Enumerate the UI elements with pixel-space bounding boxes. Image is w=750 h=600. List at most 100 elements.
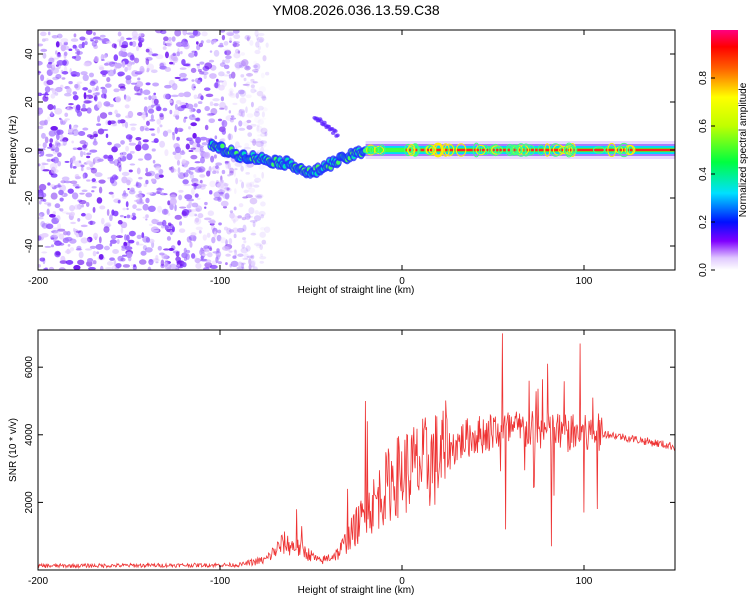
noise-speck (145, 167, 149, 173)
noise-speck (155, 254, 159, 261)
noise-speck (172, 56, 179, 63)
noise-speck (91, 41, 98, 47)
noise-speck (58, 242, 65, 246)
noise-speck (133, 57, 140, 64)
noise-speck (164, 149, 169, 157)
noise-speck (245, 72, 254, 77)
noise-speck (38, 264, 41, 268)
noise-speck (136, 70, 144, 74)
noise-speck (243, 77, 247, 82)
noise-speck (253, 63, 261, 71)
noise-speck (232, 102, 238, 106)
noise-speck (146, 63, 155, 71)
noise-speck (159, 114, 165, 121)
noise-speck (40, 232, 49, 238)
noise-speck (79, 192, 85, 195)
noise-speck (253, 184, 260, 188)
noise-speck (217, 261, 222, 265)
noise-speck (83, 72, 87, 77)
noise-speck (60, 118, 64, 125)
noise-speck (66, 87, 72, 95)
noise-speck (106, 208, 110, 216)
noise-speck (174, 214, 182, 220)
noise-speck (248, 207, 255, 215)
noise-speck (233, 206, 237, 211)
noise-speck (40, 48, 48, 52)
noise-speck (42, 169, 50, 172)
noise-speck (249, 259, 257, 267)
noise-speck (135, 80, 144, 88)
noise-speck (224, 187, 232, 192)
noise-speck (121, 176, 128, 184)
noise-speck (44, 267, 48, 270)
noise-speck (138, 41, 143, 48)
noise-speck (190, 67, 197, 73)
noise-speck (182, 77, 189, 81)
noise-speck (123, 216, 127, 219)
noise-speck (98, 179, 106, 184)
noise-speck (207, 210, 215, 216)
noise-speck (163, 36, 169, 42)
noise-speck (145, 179, 149, 185)
noise-speck (227, 162, 231, 170)
noise-speck (259, 244, 263, 250)
noise-speck (214, 135, 218, 140)
noise-speck (181, 159, 187, 164)
noise-speck (114, 63, 118, 71)
noise-speck (54, 107, 63, 115)
noise-speck (38, 71, 42, 74)
noise-speck (124, 234, 128, 241)
noise-speck (220, 191, 223, 197)
noise-speck (48, 130, 56, 137)
colorbar-tick-label-0: 0.0 (698, 263, 709, 277)
noise-speck (97, 158, 104, 162)
noise-speck (209, 247, 213, 251)
noise-speck (63, 51, 68, 57)
noise-speck (145, 218, 148, 221)
noise-speck (98, 253, 104, 260)
noise-speck (45, 153, 54, 157)
noise-speck (119, 153, 123, 159)
noise-speck (195, 41, 199, 45)
noise-speck (222, 74, 230, 77)
noise-speck (255, 125, 263, 133)
noise-speck (120, 140, 125, 145)
noise-speck (218, 191, 225, 195)
noise-speck (225, 55, 232, 60)
noise-speck (54, 92, 59, 96)
noise-speck (109, 242, 113, 247)
noise-speck (191, 183, 199, 187)
noise-speck (119, 119, 126, 124)
noise-speck (144, 127, 150, 132)
noise-speck (258, 164, 265, 170)
noise-speck (179, 67, 187, 70)
noise-speck (85, 213, 93, 221)
noise-speck (112, 210, 119, 217)
noise-speck (130, 126, 136, 131)
noise-speck (189, 173, 195, 180)
noise-speck (140, 250, 147, 256)
noise-speck (95, 91, 101, 95)
noise-speck (233, 219, 236, 224)
noise-speck (255, 41, 260, 48)
noise-speck (141, 114, 147, 119)
noise-speck (119, 214, 124, 218)
spectrogram-x-tick-label-0: -200 (28, 276, 48, 287)
noise-speck (51, 63, 56, 68)
noise-speck (122, 254, 127, 257)
noise-speck (196, 108, 202, 114)
noise-speck (204, 124, 209, 131)
noise-speck (59, 139, 65, 142)
noise-speck (226, 227, 232, 235)
noise-speck (196, 63, 201, 66)
noise-speck (175, 251, 180, 257)
noise-speck (262, 96, 267, 101)
snr-x-tick-label-0: -200 (28, 576, 48, 587)
noise-speck (155, 54, 164, 60)
noise-speck (168, 37, 172, 41)
noise-speck (222, 193, 230, 199)
noise-speck (254, 49, 261, 55)
noise-speck (233, 249, 237, 253)
noise-speck (194, 193, 199, 198)
noise-speck (181, 210, 187, 217)
